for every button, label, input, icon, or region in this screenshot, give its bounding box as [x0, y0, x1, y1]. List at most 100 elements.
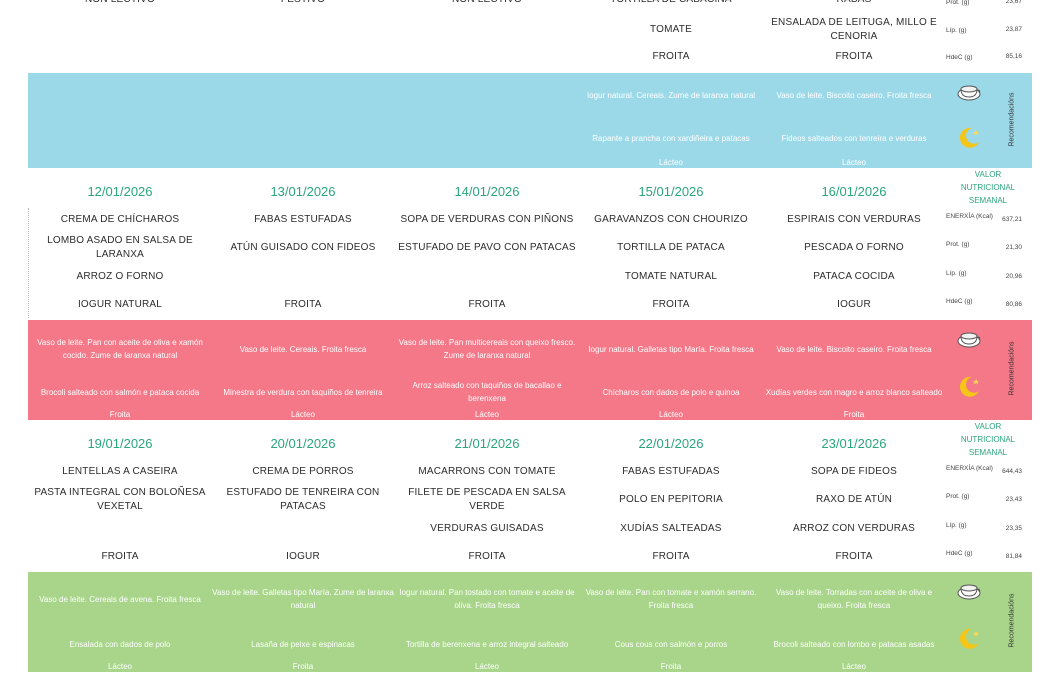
moon-icon [956, 125, 982, 151]
week0-nutrition-value: 23,67 [1005, 0, 1022, 5]
week0-menu-cell: FROITA [835, 51, 873, 62]
week2-menu-cell: CREMA DE PORROS [252, 466, 354, 477]
week1-nutrition-label: Prot. (g) [946, 241, 970, 248]
week2-date: 20/01/2026 [270, 436, 336, 451]
week1-menu-cell: ESPIRAIS CON VERDURAS [787, 214, 921, 225]
week1-recommendations-band [28, 320, 1032, 420]
recommendations-label: Recomendacións [1008, 593, 1016, 648]
week2-menu-cell: FROITA [652, 551, 690, 562]
week2-nutrition-value: 81,84 [1005, 553, 1022, 560]
week2-menu-cell: MACARRONS CON TOMATE [418, 466, 556, 477]
week1-nutrition-label: HdeC (g) [946, 298, 973, 305]
week0-nutrition-value: 23,87 [1005, 26, 1022, 33]
week2-rec-dessert-0: Lácteo [107, 662, 133, 671]
week1-menu-cell: FABAS ESTUFADAS [254, 214, 352, 225]
week1-date: 14/01/2026 [454, 184, 520, 199]
week1-menu-cell: FROITA [468, 299, 506, 310]
week2-rec-dessert-4: Lácteo [841, 662, 867, 671]
week1-date: 12/01/2026 [87, 184, 153, 199]
cup-icon [956, 326, 982, 352]
week2-menu-cell: XUDÍAS SALTEADAS [620, 523, 722, 534]
week2-nutrition-label: Prot. (g) [946, 493, 970, 500]
week2-menu-cell: FROITA [468, 551, 506, 562]
week1-nutrition-label: Líp. (g) [946, 270, 967, 277]
week1-menu-cell: ATÚN GUISADO CON FIDEOS [230, 242, 376, 253]
week2-menu-cell: RAXO DE ATÚN [815, 494, 893, 505]
week1-left-rule [28, 208, 30, 318]
week1-rec-breakfast-4: Vaso de leite. Biscoito caseiro. Froita … [776, 344, 932, 354]
cup-icon [956, 79, 982, 105]
week2-menu-cell: IOGUR [286, 551, 320, 562]
cup-icon [956, 578, 982, 604]
week2-rec-dinner-3: Cous cous con salmón e porros [614, 639, 728, 649]
week0-nutrition-value: 85,16 [1005, 53, 1022, 60]
week2-nutrition-value: 644,43 [1002, 468, 1022, 475]
week2-rec-breakfast-3: Vaso de leite. Pan con tomate e xamón se… [585, 588, 757, 610]
week1-nutrition-label: ENERXÍA (Kcal) [946, 213, 993, 220]
week1-rec-dinner-1: Minestra de verdura con taquiños de tenr… [223, 387, 383, 397]
week1-rec-dessert-0: Froita [109, 410, 131, 419]
week0-rec-dessert-3: Lácteo [658, 157, 684, 167]
week2-menu-cell: POLO EN PEPITORIA [619, 494, 723, 505]
week1-menu-cell: PESCADA O FORNO [804, 242, 904, 253]
week0-nutrition-label: Líp. (g) [946, 27, 967, 34]
week0-menu-cell: FESTIVO [212, 0, 394, 8]
week0-rec-dinner-3: Rapante a prancha con xardiñeira e patac… [592, 133, 750, 143]
week1-menu-cell: ARROZ O FORNO [76, 271, 164, 282]
week2-rec-dinner-2: Tortilla de berenxena e arroz integral s… [405, 639, 569, 649]
week0-rec-dinner-4: Fideos salteados con tenreira e verduras [781, 133, 927, 143]
week1-rec-dessert-3: Lácteo [658, 410, 684, 419]
week2-rec-breakfast-0: Vaso de leite. Cereais de avena. Froita … [39, 594, 201, 604]
week0-nutrition-label: HdeC (g) [946, 54, 973, 61]
week1-nutrition-value: 20,96 [1005, 273, 1022, 280]
week2-rec-breakfast-2: Iogur natural. Pan tostado con tomate e … [399, 588, 575, 610]
week2-nutrition-label: ENERXÍA (Kcal) [946, 465, 993, 472]
week2-nutrition-label: Líp. (g) [946, 522, 967, 529]
week2-nutrition-header: VALOR NUTRICIONAL SEMANAL [960, 422, 1016, 457]
week2-menu-cell: FROITA [835, 551, 873, 562]
week1-menu-cell: TORTILLA DE PATACA [617, 242, 725, 253]
week1-rec-dinner-3: Chícharos con dados de polo e quinoa [602, 387, 740, 397]
week2-rec-dessert-1: Froita [292, 662, 314, 671]
week1-nutrition-value: 80,86 [1005, 301, 1022, 308]
week0-menu-cell: RABAS [763, 0, 945, 8]
week1-menu-cell: TOMATE NATURAL [624, 271, 718, 282]
week0-menu-cell: TOMATE [650, 24, 692, 35]
week1-menu-cell: LOMBO ASADO EN SALSA DE LARANXA [47, 235, 193, 260]
week0-nutrition-label: Prot. (g) [946, 0, 970, 6]
week2-date: 21/01/2026 [454, 436, 520, 451]
week1-nutrition-value: 637,21 [1002, 216, 1022, 223]
week2-rec-breakfast-4: Vaso de leite. Torradas con aceite de ol… [775, 588, 933, 610]
week2-rec-breakfast-1: Vaso de leite. Galletas tipo María. Zume… [212, 588, 394, 610]
moon-icon [956, 374, 982, 400]
week2-nutrition-value: 23,35 [1005, 525, 1022, 532]
recommendations-label: Recomendacións [1008, 341, 1016, 396]
week2-menu-cell: SOPA DE FIDEOS [811, 466, 897, 477]
week2-date: 19/01/2026 [87, 436, 153, 451]
week1-nutrition-value: 21,30 [1005, 244, 1022, 251]
week2-rec-dinner-1: Lasaña de peixe e espinacas [251, 639, 355, 649]
week1-date: 16/01/2026 [821, 184, 887, 199]
week2-date: 22/01/2026 [638, 436, 704, 451]
week1-menu-cell: GARAVANZOS CON CHOURIZO [594, 214, 748, 225]
week1-rec-dinner-0: Brocoli salteado con salmón e pataca coc… [40, 387, 200, 397]
week2-date: 23/01/2026 [821, 436, 887, 451]
week2-nutrition-label: HdeC (g) [946, 550, 973, 557]
week0-menu-cell: NON LECTIVO [396, 0, 578, 8]
week2-nutrition-value: 23,43 [1005, 496, 1022, 503]
week2-menu-cell: FILETE DE PESCADA EN SALSA VERDE [408, 487, 566, 512]
week2-menu-cell: LENTELLAS A CASEIRA [62, 466, 178, 477]
week0-menu-cell: TORTILLA DE CABACIÑA [580, 0, 762, 8]
week2-menu-cell: ESTUFADO DE TENREIRA CON PATACAS [226, 487, 380, 512]
week0-recommendations-band [28, 73, 1032, 168]
moon-icon [956, 626, 982, 652]
week0-menu-cell: NON LECTIVO [29, 0, 211, 8]
week1-rec-breakfast-3: Iogur natural. Galletas tipo María. Froi… [588, 344, 754, 354]
recommendations-label: Recomendacións [1008, 91, 1016, 147]
week2-menu-cell: FROITA [101, 551, 139, 562]
week0-menu-cell: ENSALADA DE LEITUGA, MILLO E CENORIA [771, 17, 937, 42]
week2-menu-cell: VERDURAS GUISADAS [430, 523, 544, 534]
week2-rec-dessert-2: Lácteo [474, 662, 500, 671]
week1-rec-breakfast-2: Vaso de leite. Pan multicereais con quei… [398, 338, 576, 360]
week1-menu-cell: SOPA DE VERDURAS CON PIÑONS [400, 214, 574, 225]
